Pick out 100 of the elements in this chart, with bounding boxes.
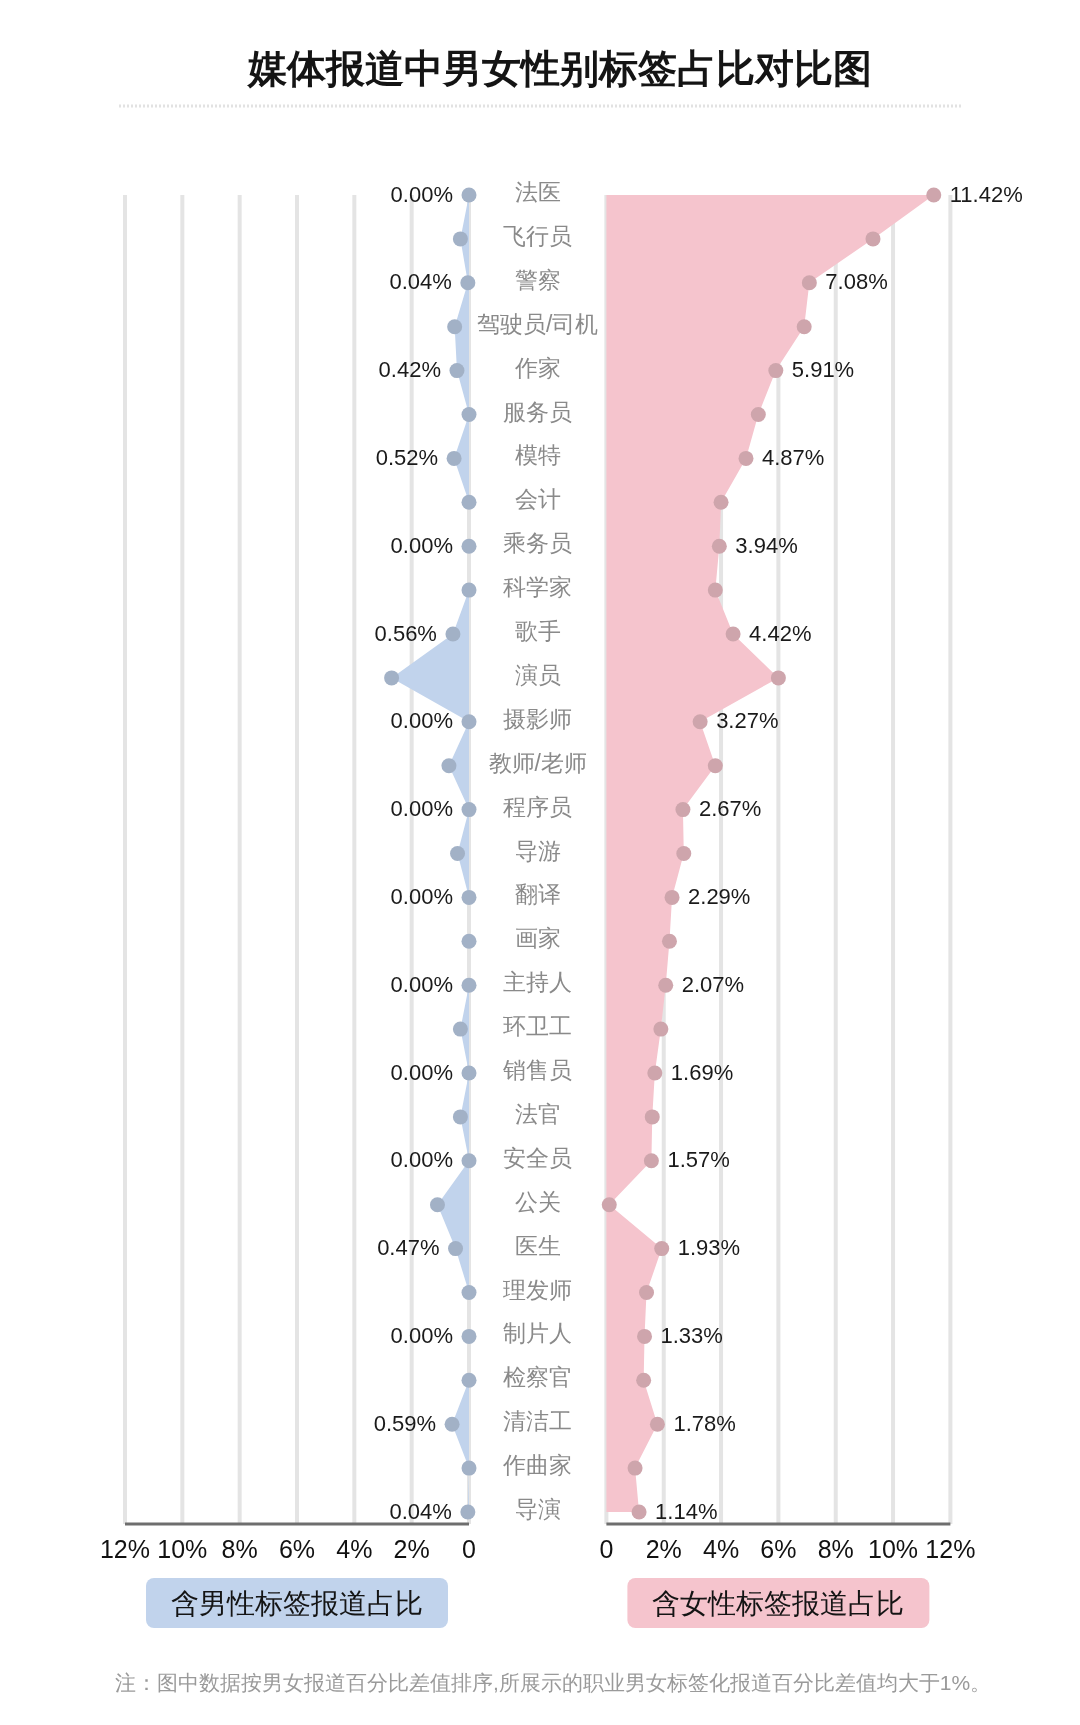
- point: [676, 846, 692, 861]
- data-label: 0.00%: [390, 708, 453, 734]
- point: [461, 933, 477, 949]
- point: [796, 319, 812, 335]
- point: [658, 977, 674, 993]
- point: [384, 670, 400, 686]
- y-tick-label: 警察: [514, 266, 561, 293]
- y-tick-label: 程序员: [503, 793, 573, 820]
- data-label: 11.42%: [949, 181, 1023, 207]
- point: [461, 494, 477, 510]
- point: [664, 889, 680, 905]
- y-tick-label: 歌手: [514, 618, 561, 644]
- point: [461, 538, 477, 554]
- point: [649, 1416, 665, 1432]
- point: [627, 1460, 643, 1476]
- y-tick-label: 翻译: [514, 881, 561, 908]
- point: [711, 538, 727, 554]
- data-label: 0.47%: [377, 1235, 440, 1261]
- point: [750, 407, 766, 422]
- y-tick-label: 主持人: [503, 969, 573, 996]
- point: [449, 363, 465, 379]
- point: [452, 1021, 468, 1037]
- x-tick-label: 4%: [702, 1535, 740, 1563]
- point: [692, 714, 708, 730]
- y-tick-label: 医生: [514, 1232, 561, 1259]
- y-tick-label: 乘务员: [503, 530, 573, 557]
- data-label: 0.04%: [389, 269, 452, 295]
- point: [636, 1372, 652, 1388]
- y-tick-label: 法官: [514, 1100, 561, 1127]
- point: [461, 1372, 477, 1388]
- data-label: 0.00%: [390, 1059, 453, 1085]
- y-tick-label: 销售员: [502, 1057, 573, 1083]
- y-tick-label: 安全员: [503, 1144, 573, 1171]
- point: [461, 802, 477, 818]
- y-tick-label: 科学家: [503, 574, 573, 601]
- point: [713, 494, 729, 510]
- point: [461, 889, 477, 905]
- point: [461, 977, 477, 993]
- data-label: 0.59%: [373, 1410, 437, 1436]
- data-label: 0.00%: [390, 883, 453, 909]
- point: [441, 758, 457, 774]
- data-label: 0.56%: [374, 620, 437, 646]
- point: [647, 1065, 663, 1081]
- y-tick-label: 清洁工: [503, 1408, 573, 1435]
- y-tick-label: 导演: [514, 1496, 561, 1522]
- x-tick-label: 10%: [868, 1535, 919, 1563]
- point: [725, 626, 741, 642]
- point: [461, 1065, 477, 1081]
- data-label: 3.27%: [716, 708, 779, 734]
- x-tick-label: 4%: [336, 1535, 373, 1563]
- data-label: 3.94%: [735, 532, 798, 558]
- data-label: 0.00%: [390, 532, 453, 558]
- x-tick-label: 0: [462, 1535, 476, 1563]
- data-label: 0.04%: [389, 1498, 452, 1524]
- point: [445, 626, 461, 642]
- point: [461, 187, 477, 203]
- point: [461, 1285, 477, 1300]
- data-label: 4.87%: [762, 444, 825, 470]
- point: [644, 1109, 660, 1125]
- data-label: 0.52%: [375, 444, 439, 470]
- y-tick-label: 会计: [514, 486, 561, 513]
- y-tick-label: 法医: [514, 179, 561, 205]
- point: [639, 1285, 655, 1300]
- data-label: 4.42%: [749, 620, 812, 646]
- data-label: 0.00%: [390, 796, 453, 822]
- y-tick-label: 演员: [514, 661, 561, 688]
- y-tick-label: 服务员: [503, 398, 573, 425]
- point: [637, 1328, 653, 1344]
- point: [643, 1153, 659, 1169]
- x-tick-label: 2%: [645, 1535, 682, 1563]
- point: [675, 802, 691, 818]
- legend: 含男性标签报道占比: [146, 1578, 448, 1628]
- y-tick-label: 导游: [514, 837, 561, 864]
- point: [801, 275, 817, 291]
- x-tick-label: 2%: [393, 1535, 430, 1563]
- point: [450, 846, 466, 861]
- y-tick-label: 检察官: [503, 1364, 573, 1391]
- legend: 含女性标签报道占比: [627, 1578, 930, 1628]
- y-tick-label: 驾驶员/司机: [477, 310, 599, 337]
- point: [461, 1460, 477, 1476]
- x-tick-label: 8%: [221, 1535, 258, 1563]
- x-tick-label: 6%: [278, 1535, 316, 1563]
- data-label: 0.00%: [390, 181, 453, 207]
- point: [461, 407, 477, 422]
- point: [653, 1021, 669, 1037]
- data-label: 5.91%: [791, 357, 855, 383]
- y-tick-label: 环卫工: [503, 1013, 573, 1040]
- y-tick-label: 画家: [514, 925, 561, 952]
- point: [452, 231, 468, 247]
- point: [707, 582, 723, 598]
- x-tick-label: 8%: [817, 1535, 854, 1563]
- y-tick-label: 作曲家: [502, 1452, 573, 1479]
- y-tick-label: 摄影师: [503, 705, 573, 732]
- point: [768, 363, 784, 379]
- point: [460, 275, 476, 291]
- data-label: 1.33%: [660, 1322, 723, 1348]
- data-label: 2.67%: [698, 796, 762, 822]
- x-tick-label: 10%: [157, 1535, 208, 1563]
- y-tick-label: 制片人: [503, 1320, 573, 1347]
- data-label: 1.78%: [673, 1410, 736, 1436]
